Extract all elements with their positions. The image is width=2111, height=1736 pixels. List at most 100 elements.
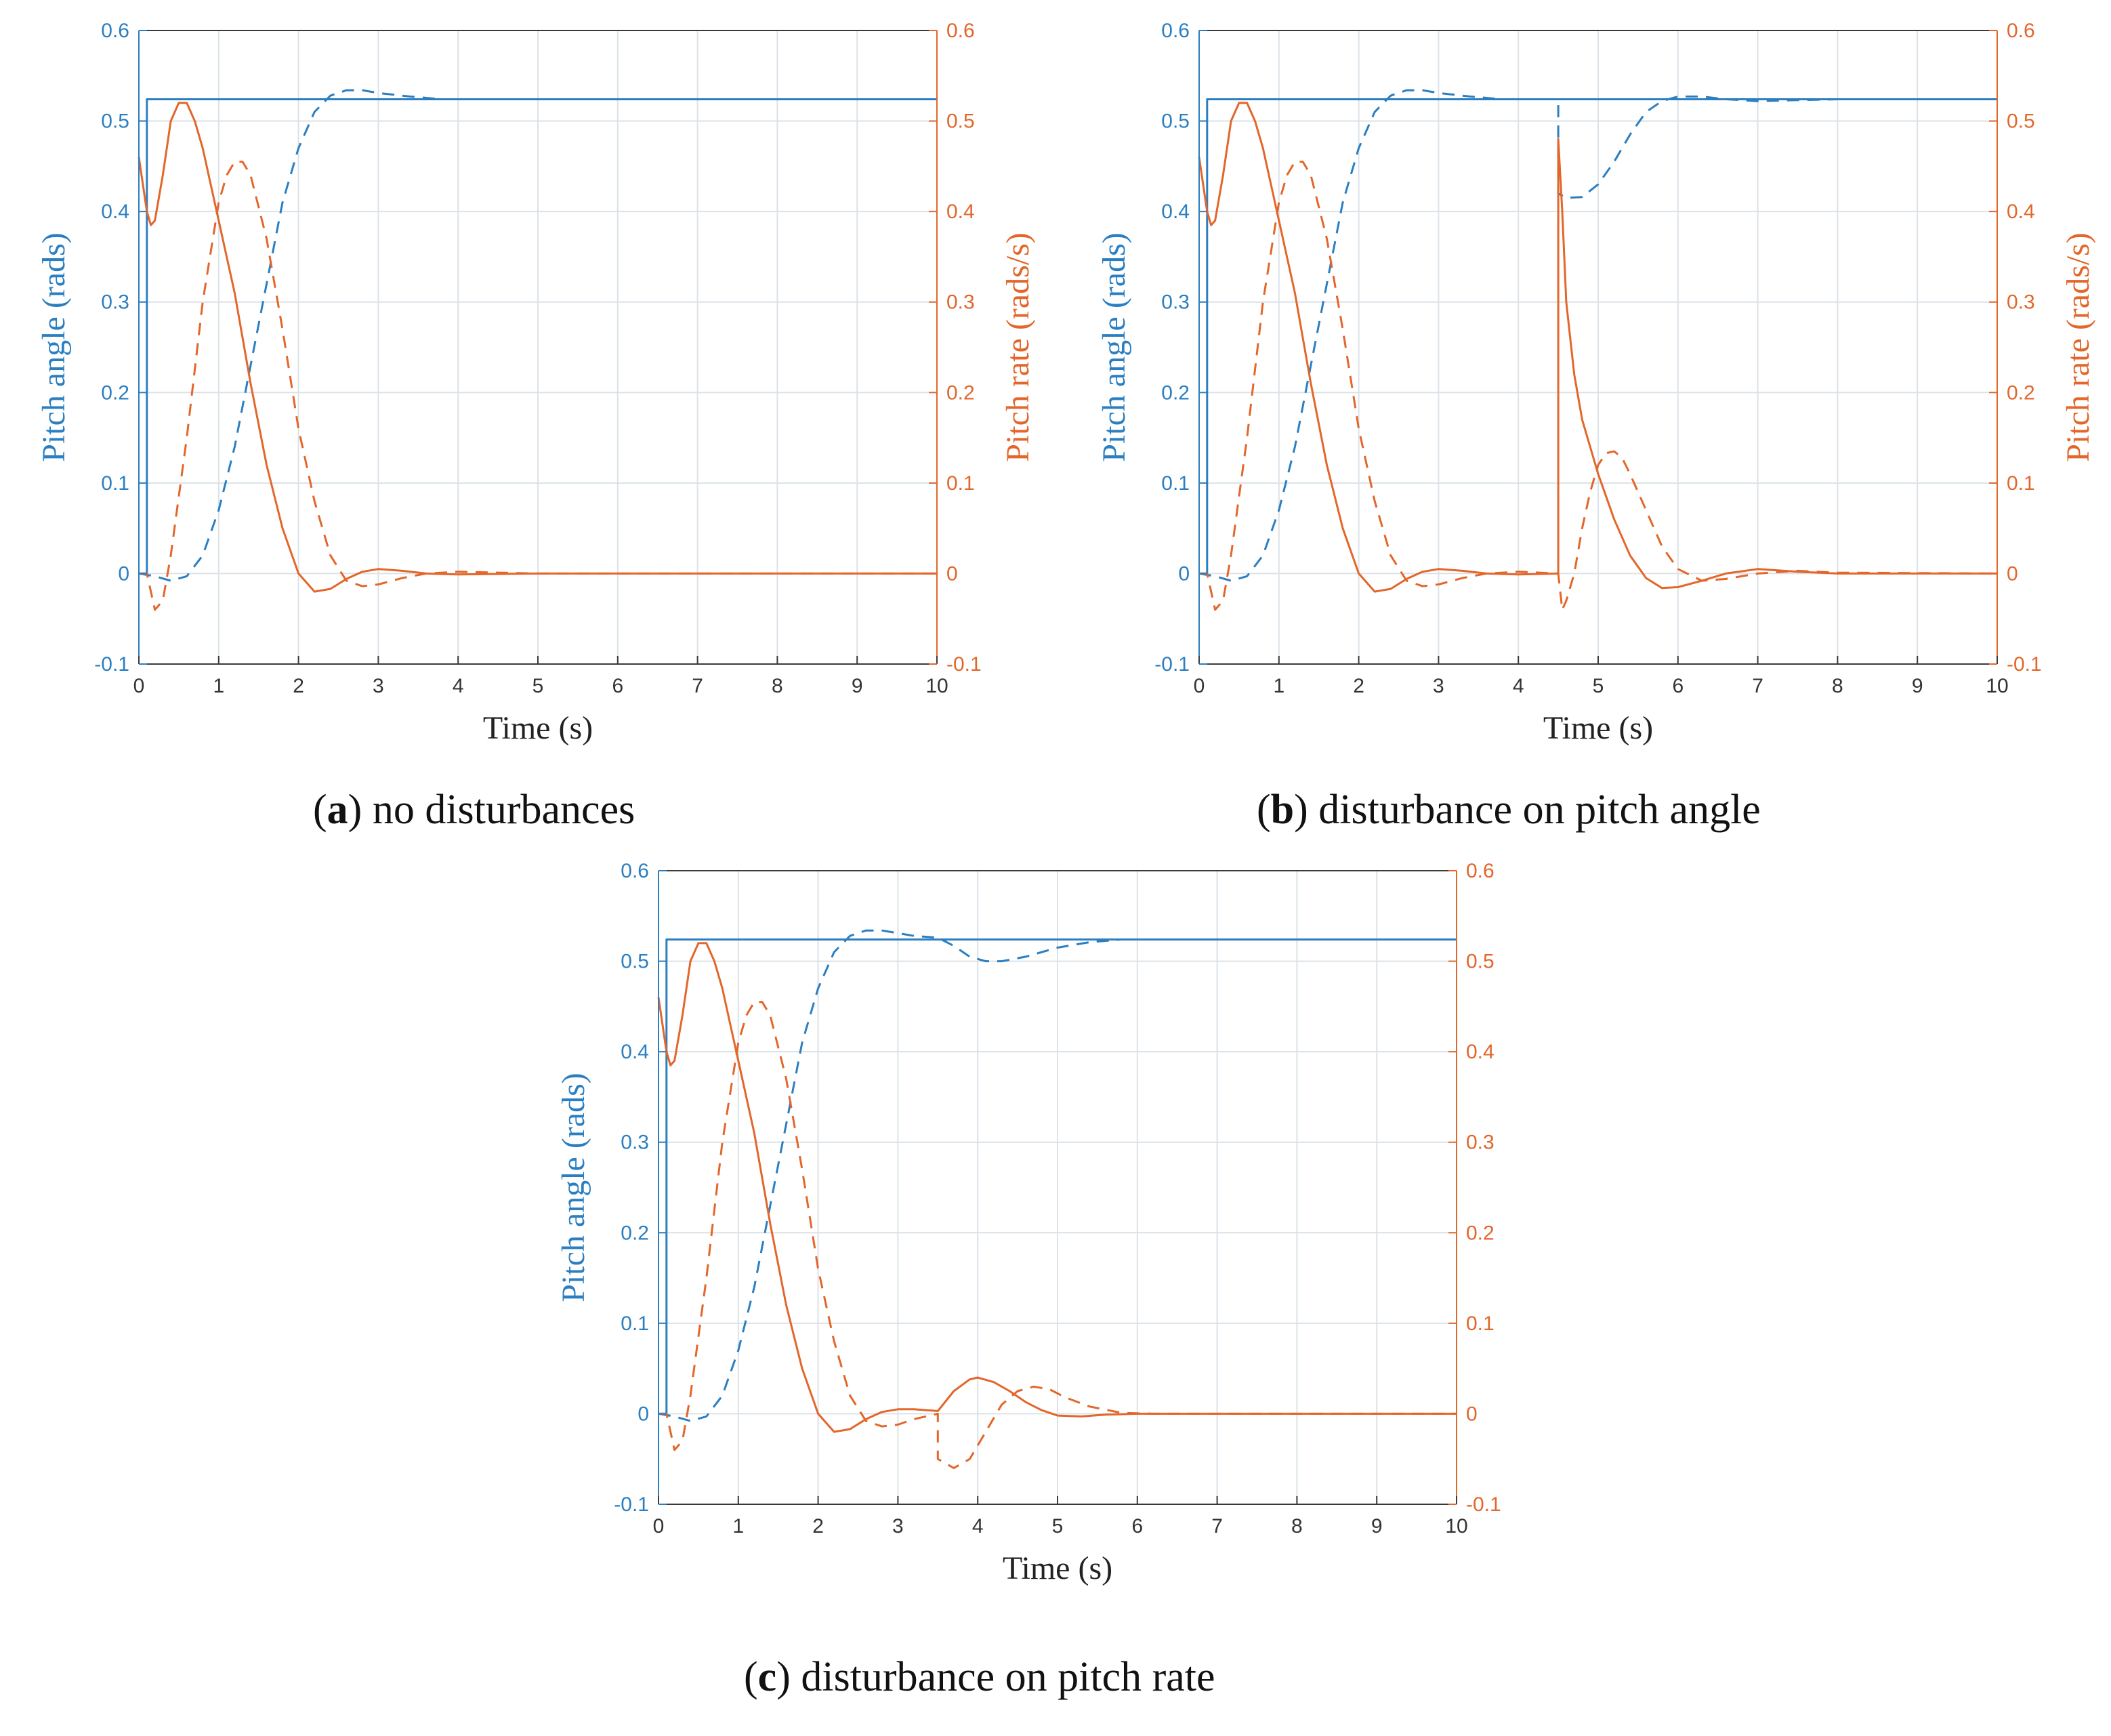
caption-c: (c) disturbance on pitch rate <box>744 1654 1215 1700</box>
chart-a-y-right-tick-label-0: -0.1 <box>946 653 982 676</box>
chart-c-y-right-tick-label-3: 0.2 <box>1466 1222 1495 1244</box>
chart-c-x-tick-label-8: 8 <box>1291 1515 1303 1537</box>
caption-a: (a) no disturbances <box>313 787 635 833</box>
chart-a-x-tick-label-0: 0 <box>133 675 145 697</box>
chart-b-y-left-tick-label-5: 0.4 <box>1161 201 1190 223</box>
chart-a-x-tick-label-7: 7 <box>692 675 703 697</box>
caption-c-letter: c <box>757 1654 777 1700</box>
chart-a-x-axis-title: Time (s) <box>483 710 593 746</box>
chart-a-y-left-tick-label-0: -0.1 <box>94 653 129 676</box>
chart-b-y-left-tick-label-6: 0.5 <box>1161 110 1190 133</box>
chart-b-y-left-tick-label-0: -0.1 <box>1154 653 1190 676</box>
chart-a-x-tick-label-9: 9 <box>852 675 863 697</box>
chart-c-x-tick-label-1: 1 <box>732 1515 744 1537</box>
chart-a-y-left-tick-label-6: 0.5 <box>101 110 129 133</box>
chart-c-x-tick-label-10: 10 <box>1445 1515 1467 1537</box>
chart-b-y-left-axis-title: Pitch angle (rads) <box>1096 232 1132 462</box>
chart-b-x-tick-label-2: 2 <box>1353 675 1364 697</box>
chart-panel-b: 0 1 2 3 4 5 6 7 8 9 10 -0.1 0 0.1 0.2 0.3 0.4 0.5 0.6 -0.1 0… <box>1087 14 2104 759</box>
chart-b-x-tick-label-8: 8 <box>1832 675 1843 697</box>
chart-b-y-left-tick-label-7: 0.6 <box>1161 20 1190 42</box>
chart-a-x-tick-label-5: 5 <box>532 675 544 697</box>
caption-b-letter: b <box>1270 787 1295 833</box>
chart-b-y-left-tick-label-4: 0.3 <box>1161 291 1190 314</box>
chart-b-x-tick-label-0: 0 <box>1194 675 1205 697</box>
chart-a-x-tick-label-1: 1 <box>213 675 224 697</box>
chart-c-y-left-tick-label-3: 0.2 <box>621 1222 649 1244</box>
chart-b-y-right-tick-label-6: 0.5 <box>2007 110 2035 133</box>
chart-c-series-3-pitch-rate-response <box>659 1001 1457 1470</box>
chart-b-x-tick-label-7: 7 <box>1752 675 1763 697</box>
chart-c-x-tick-label-6: 6 <box>1131 1515 1143 1537</box>
chart-a-x-tick-label-3: 3 <box>373 675 384 697</box>
chart-a-x-tick-label-10: 10 <box>925 675 948 697</box>
chart-a-y-left-tick-label-3: 0.2 <box>101 381 129 404</box>
chart-c-y-left-tick-label-5: 0.4 <box>621 1041 649 1063</box>
chart-c-y-left-tick-label-2: 0.1 <box>621 1313 649 1335</box>
chart-b-svg: 0 1 2 3 4 5 6 7 8 9 10-0.100.10.20.30.40.50.6-0.10… <box>1096 20 2096 746</box>
chart-a-series-2-pitch-rate-reference <box>138 102 937 593</box>
chart-c-x-tick-label-3: 3 <box>892 1515 904 1537</box>
chart-b-x-axis-title: Time (s) <box>1543 710 1653 746</box>
chart-c-y-left-axis-title: Pitch angle (rads) <box>556 1073 591 1302</box>
chart-c-x-tick-label-0: 0 <box>653 1515 665 1537</box>
caption-b: (b) disturbance on pitch angle <box>1257 787 1761 833</box>
chart-b-y-right-tick-label-1: 0 <box>2007 562 2018 585</box>
chart-b-series-3-pitch-rate-response <box>1199 161 1998 611</box>
chart-a-x-tick-label-4: 4 <box>453 675 464 697</box>
chart-c-y-right-tick-label-1: 0 <box>1466 1403 1478 1425</box>
chart-a-series-3-pitch-rate-response <box>139 161 937 611</box>
chart-c-x-axis-title: Time (s) <box>1003 1550 1112 1586</box>
chart-a-y-right-axis-title: Pitch rate (rads/s) <box>1000 232 1036 462</box>
chart-b-y-left-tick-label-2: 0.1 <box>1161 472 1190 495</box>
chart-c-svg: 0 1 2 3 4 5 6 7 8 9 10-0.100.10.20.30.40.50.6-0.10… <box>556 860 1501 1586</box>
chart-a-y-left-tick-label-1: 0 <box>118 562 129 585</box>
chart-panel-c: 0 1 2 3 4 5 6 7 8 9 10 -0.1 0 0.1 0.2 0.3 0.4 0.5 0.6 -0.1 0… <box>547 854 1563 1599</box>
chart-c-y-right-tick-label-5: 0.4 <box>1466 1041 1495 1063</box>
chart-panel-a: 0 1 2 3 4 5 6 7 8 9 10 -0.1 0 0.1 0.2 0.3 0.4 0.5 0.6 -0.1 0… <box>27 14 1043 759</box>
chart-b-y-left-tick-label-1: 0 <box>1178 562 1190 585</box>
chart-b-y-left-tick-label-3: 0.2 <box>1161 381 1190 404</box>
caption-b-text: disturbance on pitch angle <box>1318 787 1761 833</box>
chart-c-y-right-tick-label-4: 0.3 <box>1466 1132 1495 1154</box>
chart-a-svg: 0 1 2 3 4 5 6 7 8 9 10-0.100.10.20.30.40.50.6-0.10… <box>36 20 1036 746</box>
chart-b-y-right-tick-label-2: 0.1 <box>2007 472 2035 495</box>
chart-b-series-2-pitch-rate-reference <box>1198 102 1997 593</box>
chart-c-x-tick-label-9: 9 <box>1371 1515 1383 1537</box>
chart-a-y-left-axis-title: Pitch angle (rads) <box>36 232 72 462</box>
chart-a-y-right-tick-label-3: 0.2 <box>946 381 975 404</box>
chart-b-x-tick-label-4: 4 <box>1513 675 1524 697</box>
chart-a-y-right-tick-label-4: 0.3 <box>946 291 975 314</box>
chart-b-y-right-tick-label-7: 0.6 <box>2007 20 2035 42</box>
chart-c-y-left-tick-label-6: 0.5 <box>621 951 649 973</box>
chart-b-x-tick-label-6: 6 <box>1672 675 1684 697</box>
chart-a-y-right-tick-label-5: 0.4 <box>946 201 975 223</box>
chart-c-y-right-tick-label-0: -0.1 <box>1466 1493 1501 1516</box>
chart-a-y-right-tick-label-7: 0.6 <box>946 20 975 42</box>
chart-c-y-right-tick-label-6: 0.5 <box>1466 951 1495 973</box>
chart-b-y-right-tick-label-4: 0.3 <box>2007 291 2035 314</box>
caption-a-letter: a <box>327 787 348 833</box>
chart-b-y-right-axis-title: Pitch rate (rads/s) <box>2060 232 2096 462</box>
chart-b-x-tick-label-1: 1 <box>1273 675 1284 697</box>
chart-b-x-tick-label-5: 5 <box>1593 675 1604 697</box>
chart-a-y-left-tick-label-2: 0.1 <box>101 472 129 495</box>
chart-b-x-tick-label-10: 10 <box>1986 675 2008 697</box>
chart-a-y-right-tick-label-2: 0.1 <box>946 472 975 495</box>
chart-b-y-right-tick-label-5: 0.4 <box>2007 201 2035 223</box>
chart-c-y-left-tick-label-1: 0 <box>638 1403 649 1425</box>
chart-c-y-left-tick-label-4: 0.3 <box>621 1132 649 1154</box>
chart-c-x-tick-label-2: 2 <box>812 1515 824 1537</box>
chart-c-y-left-tick-label-0: -0.1 <box>614 1493 649 1516</box>
chart-a-x-tick-label-6: 6 <box>612 675 623 697</box>
chart-a-x-tick-label-8: 8 <box>772 675 783 697</box>
caption-a-text: no disturbances <box>372 787 635 833</box>
chart-a-y-right-tick-label-1: 0 <box>946 562 958 585</box>
chart-a-y-left-tick-label-7: 0.6 <box>101 20 129 42</box>
chart-c-x-tick-label-5: 5 <box>1052 1515 1064 1537</box>
chart-b-y-right-tick-label-0: -0.1 <box>2007 653 2042 676</box>
chart-a-y-left-tick-label-5: 0.4 <box>101 201 129 223</box>
chart-c-x-tick-label-4: 4 <box>972 1515 984 1537</box>
caption-c-text: disturbance on pitch rate <box>801 1654 1215 1700</box>
chart-b-series-1-pitch-angle-response <box>1198 89 1997 582</box>
